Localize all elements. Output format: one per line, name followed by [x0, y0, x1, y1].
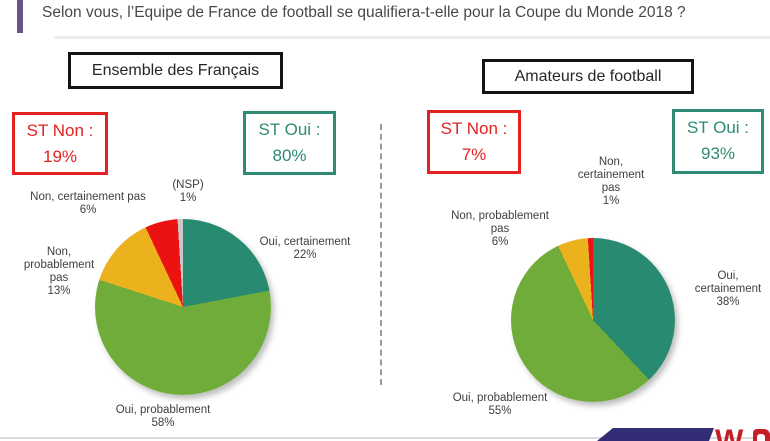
pie-chart-amateurs — [511, 238, 675, 402]
logo-letter-w: W — [715, 424, 745, 441]
slice-label-oui-probablement-ensemble: Oui, probablement 58% — [115, 404, 211, 429]
slide-bottom-border — [0, 437, 770, 439]
logo-partial-letter — [753, 429, 770, 441]
st-oui-value-amateurs: 93% — [700, 144, 736, 163]
slice-label-oui-certainement-amateurs: Oui, certainement 38% — [694, 270, 762, 308]
st-oui-value-ensemble: 80% — [272, 146, 307, 165]
st-non-label-ensemble: ST Non : — [26, 121, 94, 140]
slice-label-non-probablement-amateurs: Non, probablement pas 6% — [451, 210, 549, 248]
st-oui-box-ensemble: ST Oui : 80% — [243, 111, 336, 175]
group-header-ensemble: Ensemble des Français — [68, 52, 283, 89]
st-oui-label-ensemble: ST Oui : — [258, 120, 321, 139]
slice-label-nsp: (NSP) 1% — [172, 179, 204, 204]
st-non-box-amateurs: ST Non : 7% — [427, 110, 521, 174]
st-non-box-ensemble: ST Non : 19% — [12, 112, 108, 175]
slice-label-non-probablement-ensemble: Non, probablement pas 13% — [23, 246, 95, 297]
st-oui-label-amateurs: ST Oui : — [686, 118, 750, 137]
logo-banner-shape — [597, 428, 714, 441]
panel-divider — [380, 124, 382, 385]
st-non-value-ensemble: 19% — [42, 147, 78, 166]
slice-label-non-certainement-amateurs: Non, certainement pas 1% — [577, 156, 645, 207]
slice-label-oui-certainement-ensemble: Oui, certainement 22% — [259, 236, 351, 261]
st-non-value-amateurs: 7% — [461, 145, 487, 164]
pie-chart-ensemble — [95, 219, 271, 395]
page-title: Selon vous, l’Equipe de France de footba… — [42, 4, 686, 21]
slice-label-oui-probablement-amateurs: Oui, probablement 55% — [452, 392, 548, 417]
group-header-amateurs: Amateurs de football — [482, 59, 694, 94]
st-oui-box-amateurs: ST Oui : 93% — [672, 109, 764, 174]
slice-label-non-certainement-ensemble: Non, certainement pas 6% — [30, 191, 146, 216]
st-non-label-amateurs: ST Non : — [440, 119, 508, 138]
title-underline — [54, 36, 770, 39]
title-accent-bar — [17, 0, 23, 33]
